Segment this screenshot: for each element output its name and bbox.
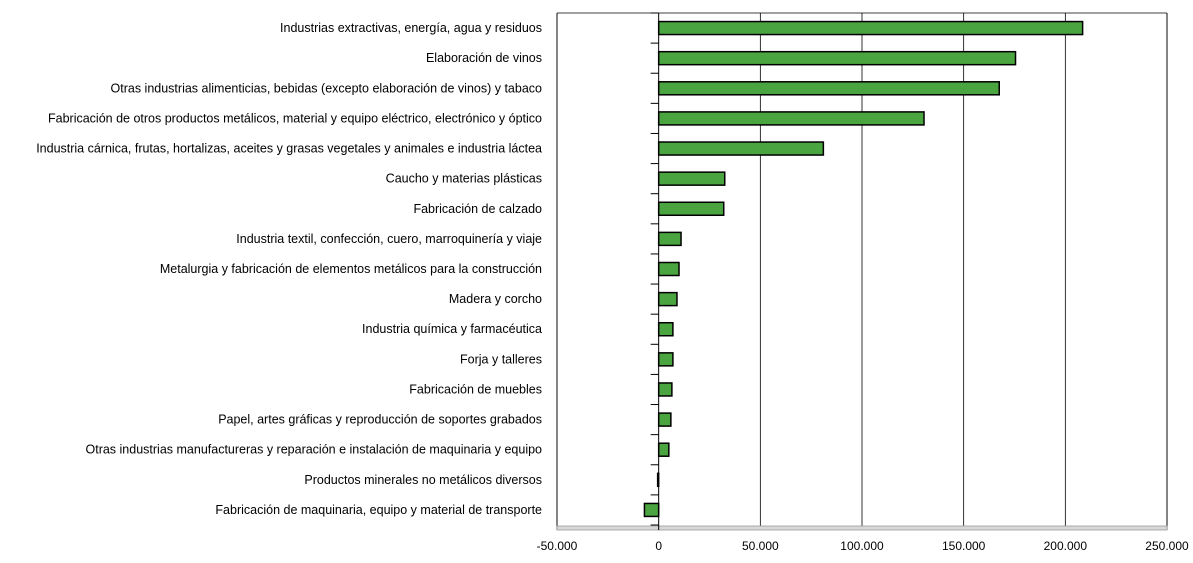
category-label: Otras industrias alimenticias, bebidas (… (111, 81, 543, 95)
x-tick-labels: -50.000 0 50.000 100.000 150.000 200.000 250.0… (537, 539, 1189, 553)
category-label: Industria cárnica, frutas, hortalizas, a… (36, 142, 542, 156)
bar (643, 502, 660, 518)
category-label: Fabricación de muebles (409, 382, 542, 396)
bar (657, 201, 725, 217)
x-tick-label: 150.000 (942, 539, 986, 553)
category-label: Fabricación de otros productos metálicos… (48, 111, 542, 125)
x-tick-label: 0 (655, 539, 662, 553)
x-tick-label: 100.000 (840, 539, 884, 553)
category-label: Papel, artes gráficas y reproducción de … (218, 413, 542, 427)
x-tick-label: 200.000 (1044, 539, 1088, 553)
bar (657, 81, 1001, 96)
category-label: Industria química y farmacéutica (362, 322, 542, 336)
bar (657, 352, 674, 367)
bar (657, 20, 1084, 36)
category-label: Industrias extractivas, energía, agua y … (280, 21, 542, 35)
axes (556, 12, 1168, 531)
x-tick-label: 50.000 (742, 539, 779, 553)
category-label: Industria textil, confección, cuero, mar… (236, 232, 542, 246)
bar (657, 231, 682, 247)
bar (657, 50, 1017, 66)
bar (657, 111, 925, 126)
category-label: Caucho y materias plásticas (386, 172, 542, 186)
bar (657, 321, 674, 337)
category-label: Otras industrias manufactureras y repara… (86, 443, 543, 457)
category-label: Fabricación de calzado (413, 202, 542, 216)
bar (657, 141, 825, 156)
category-label: Elaboración de vinos (426, 51, 542, 65)
category-labels: Industrias extractivas, energía, agua y … (36, 21, 542, 517)
bar (657, 171, 726, 186)
bar (657, 412, 672, 427)
plot-floor (556, 525, 1168, 531)
category-label: Fabricación de maquinaria, equipo y mate… (215, 503, 542, 517)
x-tick-label: 250.000 (1145, 539, 1189, 553)
category-label: Productos minerales no metálicos diverso… (304, 473, 542, 487)
category-label: Madera y corcho (449, 292, 542, 306)
bar (657, 442, 670, 457)
category-label: Metalurgia y fabricación de elementos me… (160, 262, 542, 276)
bars (643, 20, 1084, 518)
category-label: Forja y talleres (460, 352, 542, 366)
bar (657, 291, 678, 307)
bar (657, 382, 673, 397)
x-tick-label: -50.000 (537, 539, 578, 553)
bar (657, 261, 680, 277)
